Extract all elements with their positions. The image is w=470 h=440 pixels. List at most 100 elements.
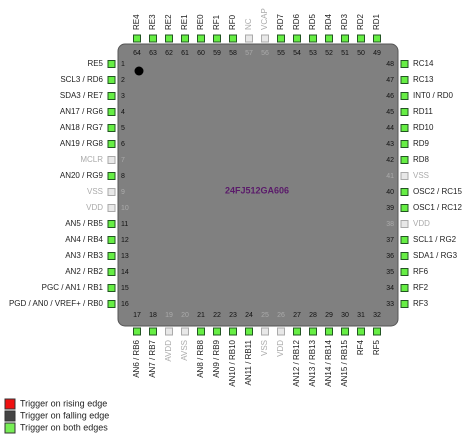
pin-number: 47 xyxy=(386,77,394,84)
pin-number: 9 xyxy=(121,189,125,196)
pin xyxy=(107,284,116,292)
pin-label: AN6 / RB6 xyxy=(132,339,141,377)
legend-label: Trigger on falling edge xyxy=(20,410,109,420)
pin xyxy=(229,327,237,336)
legend-label: Trigger on rising edge xyxy=(20,398,107,408)
pin-label: PGD / AN0 / VREF+ / RB0 xyxy=(9,299,104,308)
pin-number: 36 xyxy=(386,253,394,260)
pin-label: RD7 xyxy=(276,13,285,30)
pin xyxy=(133,34,141,43)
pin-label: RD4 xyxy=(324,13,333,30)
pin xyxy=(400,204,409,212)
pin xyxy=(400,236,409,244)
pin xyxy=(107,108,116,116)
pin xyxy=(400,268,409,276)
legend-swatch xyxy=(4,422,16,434)
pin-number: 32 xyxy=(373,312,381,319)
pin1-marker xyxy=(134,66,144,76)
pin xyxy=(400,188,409,196)
pin xyxy=(149,327,157,336)
pin-label: RE5 xyxy=(87,59,103,68)
pin-label: AN11 / RB11 xyxy=(244,339,253,385)
pin-number: 25 xyxy=(261,312,269,319)
pin-number: 57 xyxy=(245,50,253,57)
pin-label: VCAP xyxy=(260,8,269,30)
pin-number: 63 xyxy=(149,50,157,57)
pin-number: 20 xyxy=(181,312,189,319)
pin xyxy=(400,252,409,260)
pin-label: RE0 xyxy=(196,14,205,30)
pin-label: RD11 xyxy=(413,107,433,116)
pin-label: VDD xyxy=(413,219,430,228)
pin xyxy=(261,327,269,336)
pin-label: AN4 / RB4 xyxy=(65,235,103,244)
pin xyxy=(181,327,189,336)
pin xyxy=(181,34,189,43)
pin-number: 49 xyxy=(373,50,381,57)
pin xyxy=(107,268,116,276)
pin-label: OSC2 / RC15 xyxy=(413,187,462,196)
pin-number: 42 xyxy=(386,157,394,164)
pin-label: AN9 / RB9 xyxy=(212,339,221,377)
pin xyxy=(107,188,116,196)
pin-number: 17 xyxy=(133,312,141,319)
pin-label: NC xyxy=(244,18,253,30)
pin-label: AN10 / RB10 xyxy=(228,339,237,386)
pin-label: RF1 xyxy=(212,14,221,30)
pin-number: 30 xyxy=(341,312,349,319)
pin xyxy=(373,327,381,336)
pin-number: 29 xyxy=(325,312,333,319)
pin-number: 4 xyxy=(121,109,125,116)
pin-label: AN8 / RB8 xyxy=(196,339,205,377)
pin-label: RD8 xyxy=(413,155,430,164)
pin-number: 2 xyxy=(121,77,125,84)
pin xyxy=(325,327,333,336)
pin-number: 19 xyxy=(165,312,173,319)
pin xyxy=(400,156,409,164)
pin-number: 64 xyxy=(133,50,141,57)
pin-label: RE4 xyxy=(132,14,141,30)
pin-number: 45 xyxy=(386,109,394,116)
pin-number: 34 xyxy=(386,285,394,292)
pin xyxy=(107,156,116,164)
pin xyxy=(213,34,221,43)
pin-number: 18 xyxy=(149,312,157,319)
pin-label: RD1 xyxy=(372,13,381,30)
pin-label: AN7 / RB7 xyxy=(148,339,157,377)
pin xyxy=(277,34,285,43)
pin-number: 50 xyxy=(357,50,365,57)
pin-label: AVSS xyxy=(180,340,189,361)
pin-label: VSS xyxy=(413,171,429,180)
pin-number: 22 xyxy=(213,312,221,319)
pin-label: AN15 / RB15 xyxy=(340,339,349,386)
pin-number: 39 xyxy=(386,205,394,212)
pin xyxy=(400,172,409,180)
pin xyxy=(245,327,253,336)
pin-number: 58 xyxy=(229,50,237,57)
pin xyxy=(197,327,205,336)
pin-number: 8 xyxy=(121,173,125,180)
pin-number: 55 xyxy=(277,50,285,57)
pin-number: 59 xyxy=(213,50,221,57)
pin xyxy=(107,76,116,84)
pin-label: RC14 xyxy=(413,59,434,68)
pin-label: RF5 xyxy=(372,339,381,355)
pin-number: 33 xyxy=(386,301,394,308)
pin xyxy=(245,34,253,43)
pin-number: 48 xyxy=(386,61,394,68)
pin-number: 54 xyxy=(293,50,301,57)
pin xyxy=(107,60,116,68)
pin-number: 31 xyxy=(357,312,365,319)
pin xyxy=(133,327,141,336)
pin-label: INT0 / RD0 xyxy=(413,91,454,100)
pin-number: 14 xyxy=(121,269,129,276)
pin-label: RF2 xyxy=(413,283,429,292)
pin xyxy=(277,327,285,336)
pin-number: 13 xyxy=(121,253,129,260)
pin-label: AN18 / RG7 xyxy=(60,123,104,132)
pin xyxy=(293,327,301,336)
pin xyxy=(373,34,381,43)
pin xyxy=(309,34,317,43)
pin xyxy=(107,300,116,308)
pin xyxy=(341,327,349,336)
